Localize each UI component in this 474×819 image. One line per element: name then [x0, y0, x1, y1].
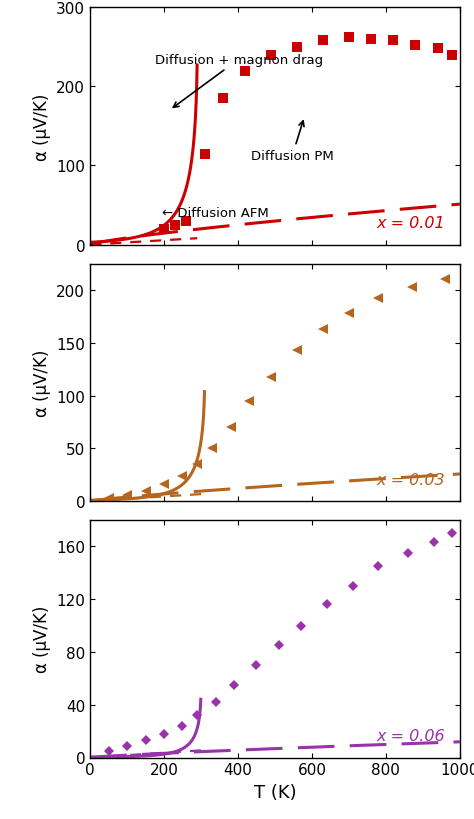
Text: ← Diffusion AFM: ← Diffusion AFM: [162, 206, 269, 219]
Text: x = 0.03: x = 0.03: [376, 473, 445, 487]
Y-axis label: α (μV/K): α (μV/K): [33, 349, 51, 417]
Text: x = 0.06: x = 0.06: [376, 728, 445, 744]
Text: Diffusion + magnon drag: Diffusion + magnon drag: [155, 53, 323, 108]
Text: Diffusion PM: Diffusion PM: [251, 122, 334, 163]
Y-axis label: α (μV/K): α (μV/K): [33, 93, 51, 161]
Y-axis label: α (μV/K): α (μV/K): [33, 605, 51, 672]
Text: x = 0.01: x = 0.01: [376, 216, 445, 231]
X-axis label: T (K): T (K): [254, 783, 296, 801]
